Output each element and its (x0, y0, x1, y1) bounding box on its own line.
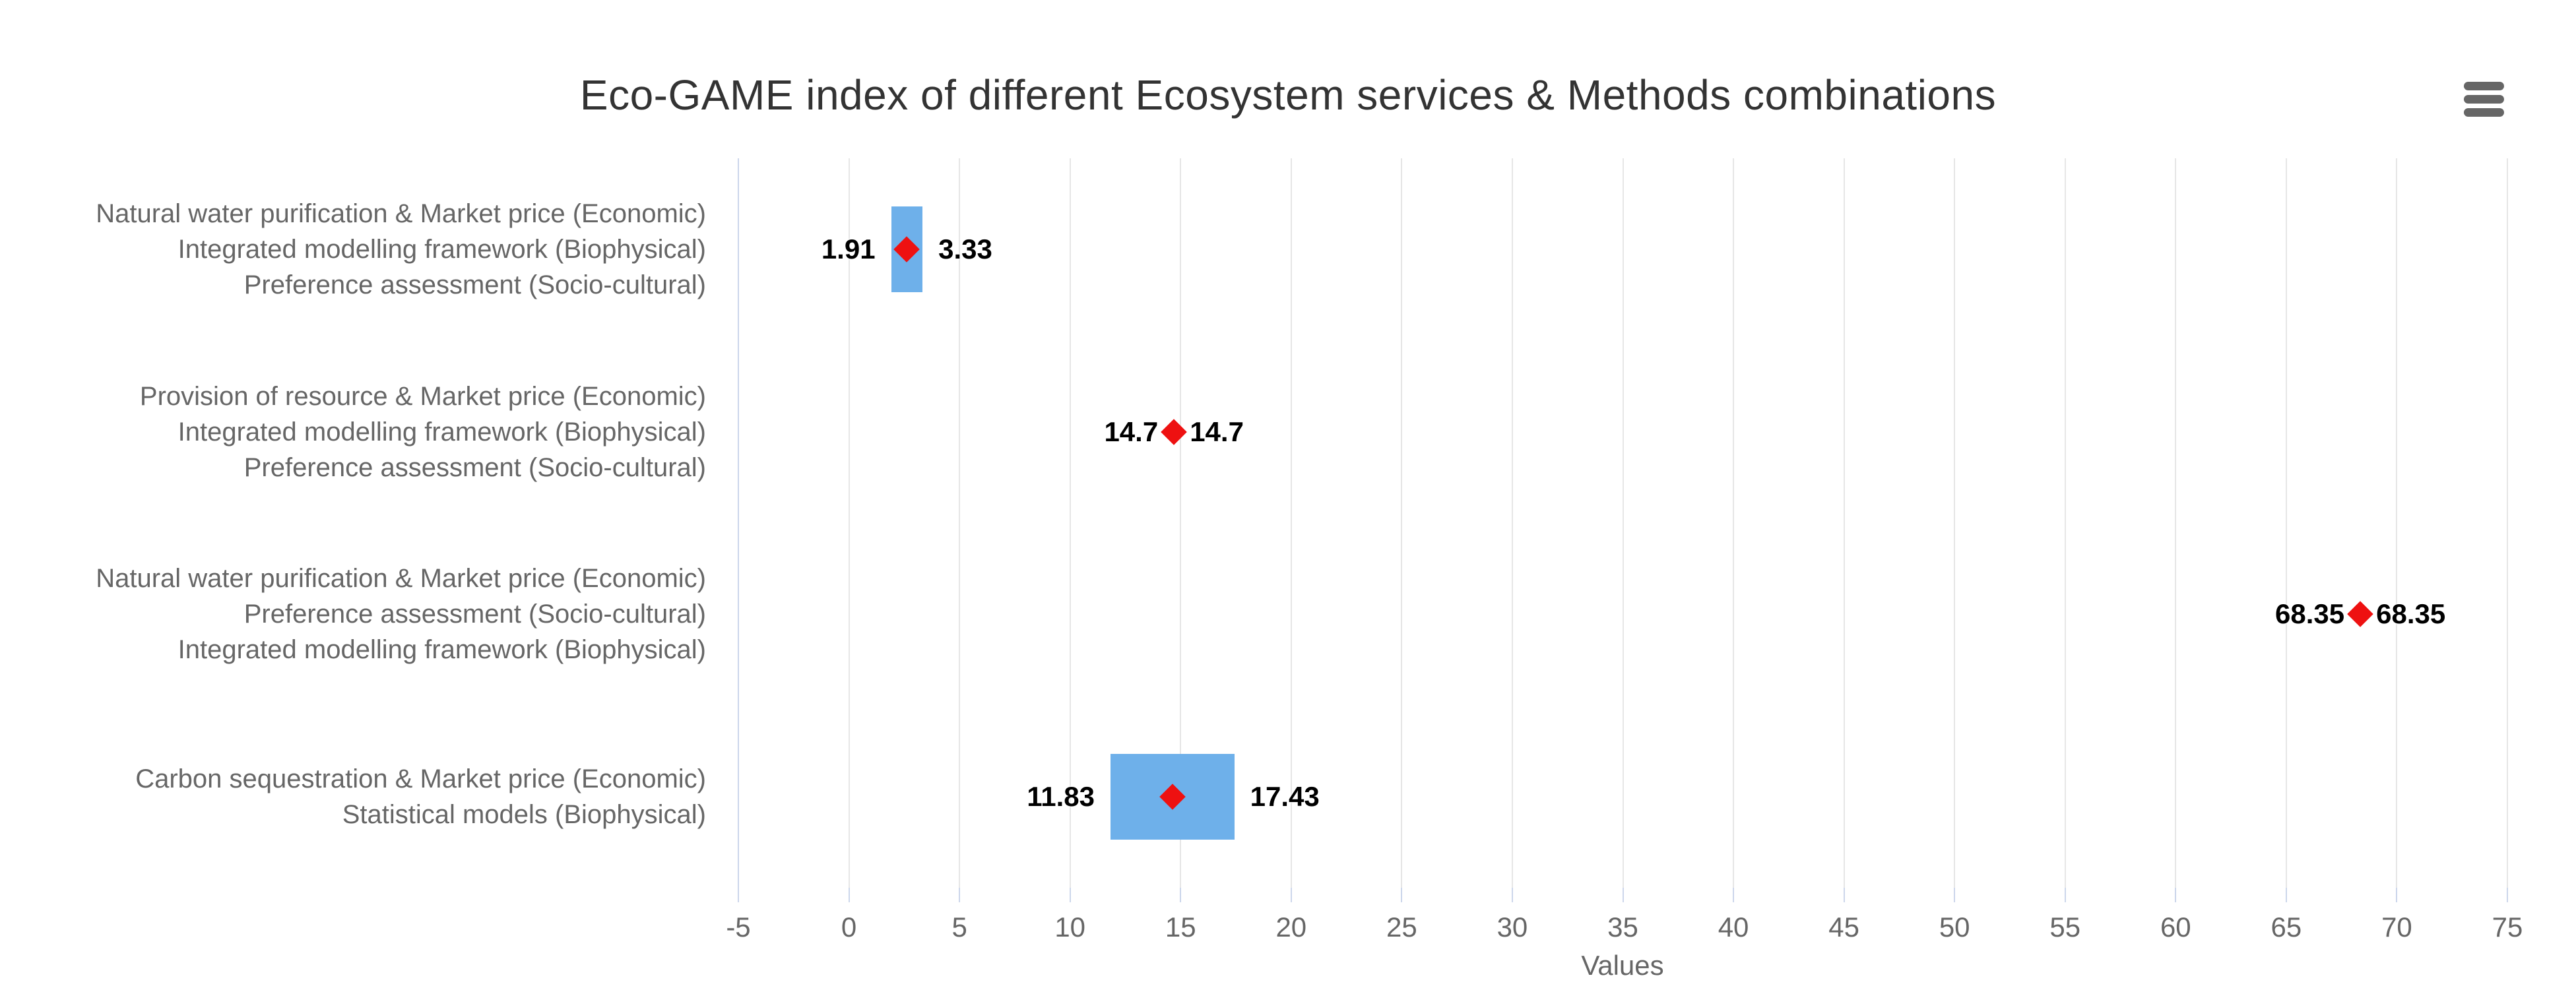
category-label: Carbon sequestration & Market price (Eco… (135, 761, 706, 832)
axis-tick-label: 75 (2492, 912, 2523, 943)
gridline (959, 158, 961, 888)
axis-tick (2285, 888, 2287, 902)
axis-tick-label: 25 (1386, 912, 1417, 943)
category-label-line: Natural water purification & Market pric… (96, 199, 706, 229)
gridline (2396, 158, 2398, 888)
axis-tick (2396, 888, 2398, 902)
axis-tick-label: -5 (726, 912, 751, 943)
gridline (2507, 158, 2508, 888)
axis-tick-label: 70 (2381, 912, 2412, 943)
axis-tick (1401, 888, 1403, 902)
axis-tick-label: 60 (2160, 912, 2191, 943)
axis-tick (848, 888, 850, 902)
category-label: Natural water purification & Market pric… (96, 561, 706, 667)
data-label-low: 1.91 (821, 233, 876, 265)
axis-tick (959, 888, 961, 902)
gridline (1733, 158, 1735, 888)
axis-tick (2175, 888, 2177, 902)
gridline (1843, 158, 1845, 888)
gridline (2285, 158, 2287, 888)
category-label-line: Preference assessment (Socio-cultural) (243, 600, 706, 629)
axis-tick (1954, 888, 1956, 902)
axis-tick (2507, 888, 2508, 902)
axis-tick (1733, 888, 1735, 902)
axis-tick (1843, 888, 1845, 902)
hamburger-bar (2464, 95, 2504, 104)
gridline (1954, 158, 1956, 888)
data-label-high: 14.7 (1190, 416, 1244, 447)
axis-tick-label: 5 (951, 912, 967, 943)
axis-tick-label: 15 (1165, 912, 1196, 943)
x-axis-title: Values (1581, 950, 1664, 981)
axis-tick-label: 45 (1828, 912, 1859, 943)
category-label-line: Provision of resource & Market price (Ec… (139, 381, 706, 411)
axis-tick-label: 0 (841, 912, 857, 943)
axis-tick (738, 888, 739, 902)
gridline (2175, 158, 2177, 888)
axis-tick-label: 50 (1939, 912, 1970, 943)
category-label-line: Integrated modelling framework (Biophysi… (177, 635, 706, 665)
axis-tick-label: 30 (1497, 912, 1528, 943)
axis-tick (1511, 888, 1513, 902)
axis-tick-label: 10 (1054, 912, 1086, 943)
data-label-high: 3.33 (938, 233, 992, 265)
category-label-line: Integrated modelling framework (Biophysi… (177, 235, 706, 264)
diamond-marker[interactable] (1161, 418, 1187, 445)
data-label-low: 68.35 (2275, 598, 2345, 630)
gridline (1622, 158, 1624, 888)
hamburger-bar (2464, 82, 2504, 90)
axis-tick-label: 55 (2049, 912, 2081, 943)
hamburger-bar (2464, 108, 2504, 117)
gridline (1069, 158, 1071, 888)
data-label-high: 17.43 (1250, 780, 1320, 812)
plot-area: -5 0 5 10 15 20 25 30 35 40 45 50 55 60 65 70 75 Natural … (96, 158, 2523, 943)
axis-tick-label: 65 (2270, 912, 2302, 943)
axis-tick (1622, 888, 1624, 902)
axis-tick (1069, 888, 1071, 902)
category-label: Natural water purification & Market pric… (96, 196, 706, 303)
category-label: Provision of resource & Market price (Ec… (140, 379, 706, 485)
gridline (848, 158, 850, 888)
gridline (1290, 158, 1292, 888)
axis-tick (1180, 888, 1182, 902)
data-label-low: 11.83 (1027, 780, 1095, 812)
chart-context-menu-button[interactable] (2461, 80, 2507, 118)
chart-title: Eco-GAME index of different Ecosystem se… (579, 71, 1997, 119)
category-label-line: Carbon sequestration & Market price (Eco… (135, 764, 706, 793)
axis-tick (1290, 888, 1292, 902)
gridline (2064, 158, 2066, 888)
gridline (1180, 158, 1182, 888)
category-axis-line (738, 158, 739, 888)
category-label-line: Preference assessment (Socio-cultural) (243, 270, 706, 300)
axis-tick-label: 20 (1275, 912, 1307, 943)
category-label-line: Integrated modelling framework (Biophysi… (177, 417, 706, 447)
data-label-high: 68.35 (2376, 598, 2446, 630)
gridline (1401, 158, 1403, 888)
data-label-low: 14.7 (1104, 416, 1159, 447)
axis-tick (2064, 888, 2066, 902)
gridline (1511, 158, 1513, 888)
category-label-line: Natural water purification & Market pric… (96, 564, 706, 594)
axis-tick-label: 40 (1718, 912, 1749, 943)
axis-tick-label: 35 (1607, 912, 1638, 943)
category-label-line: Preference assessment (Socio-cultural) (243, 452, 706, 482)
diamond-marker[interactable] (2347, 601, 2373, 628)
category-label-line: Statistical models (Biophysical) (342, 799, 706, 829)
